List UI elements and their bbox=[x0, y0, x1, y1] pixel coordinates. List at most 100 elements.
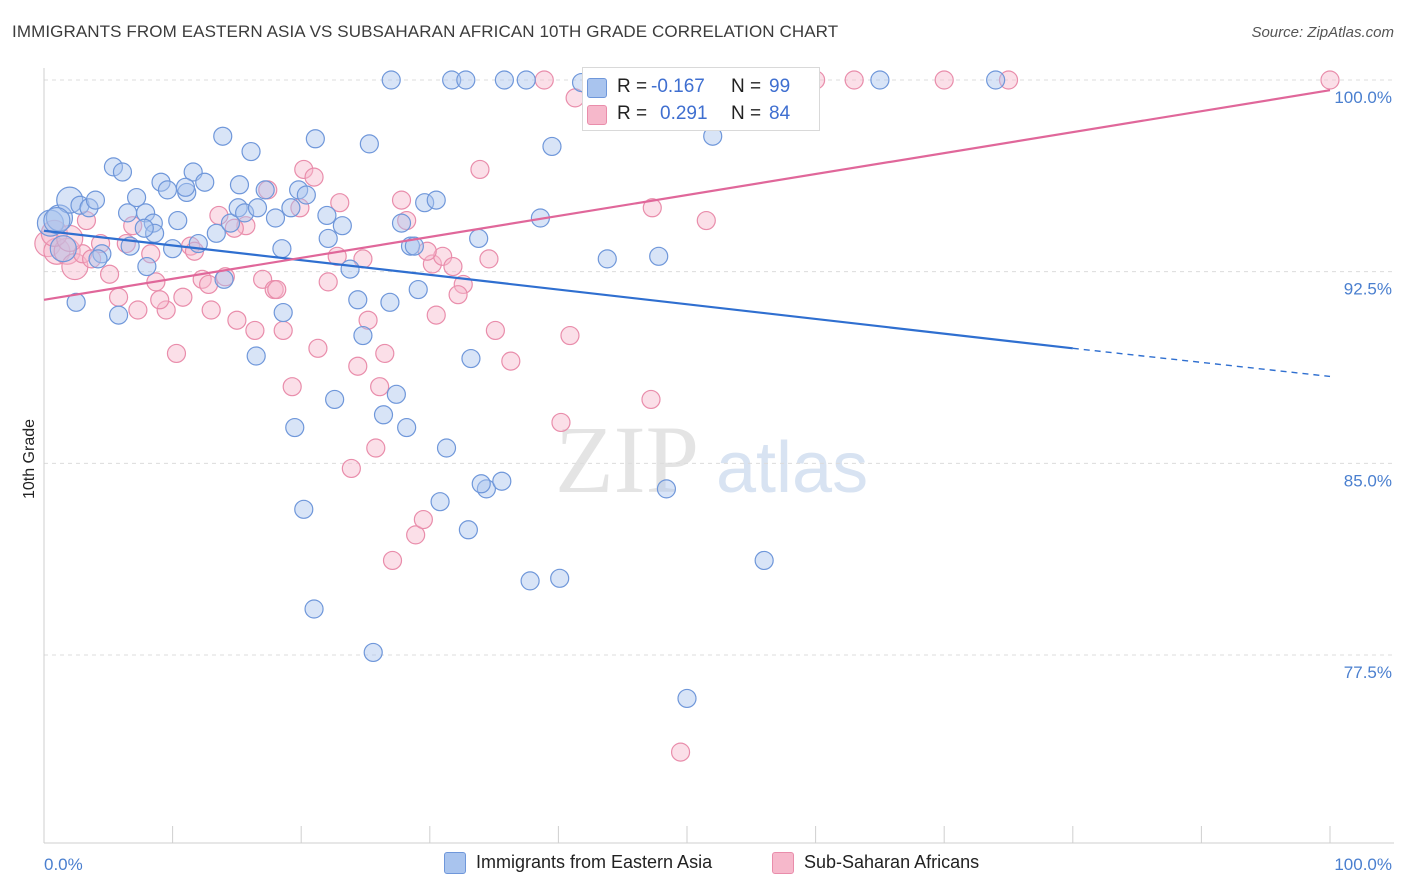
data-point-eastern-asia bbox=[265, 208, 286, 228]
data-point-eastern-asia bbox=[340, 259, 360, 279]
data-point-eastern-asia bbox=[103, 157, 124, 177]
x-tick-label: 0.0% bbox=[44, 855, 83, 874]
data-point-eastern-asia bbox=[143, 213, 163, 233]
data-point-sub-saharan bbox=[150, 290, 170, 310]
data-point-eastern-asia bbox=[476, 479, 496, 499]
data-point-sub-saharan bbox=[267, 279, 287, 300]
data-point-eastern-asia bbox=[235, 203, 255, 223]
data-point-eastern-asia bbox=[112, 162, 133, 182]
data-point-eastern-asia bbox=[168, 210, 188, 231]
data-point-eastern-asia bbox=[404, 236, 424, 256]
data-point-sub-saharan bbox=[341, 458, 361, 479]
data-point-eastern-asia bbox=[49, 235, 77, 263]
data-point-sub-saharan bbox=[534, 70, 554, 90]
data-point-eastern-asia bbox=[436, 438, 457, 458]
data-point-eastern-asia bbox=[88, 249, 108, 269]
series-immigrants-eastern-asia bbox=[36, 70, 1006, 709]
data-point-eastern-asia bbox=[430, 492, 450, 512]
data-point-eastern-asia bbox=[137, 256, 157, 277]
data-point-eastern-asia bbox=[348, 290, 368, 310]
data-point-sub-saharan bbox=[470, 159, 490, 180]
data-point-eastern-asia bbox=[134, 218, 154, 238]
watermark-zip: ZIP bbox=[555, 406, 699, 513]
data-point-eastern-asia bbox=[986, 70, 1006, 90]
data-point-eastern-asia bbox=[273, 302, 293, 323]
data-point-sub-saharan bbox=[560, 325, 580, 346]
data-point-eastern-asia bbox=[85, 190, 106, 210]
data-point-sub-saharan bbox=[696, 210, 716, 231]
data-point-sub-saharan bbox=[433, 246, 453, 266]
data-point-eastern-asia bbox=[318, 228, 338, 249]
data-point-eastern-asia bbox=[296, 185, 316, 205]
data-point-sub-saharan bbox=[156, 300, 176, 320]
data-point-eastern-asia bbox=[542, 136, 562, 157]
data-point-eastern-asia bbox=[43, 206, 71, 235]
data-point-sub-saharan bbox=[485, 320, 505, 341]
data-point-eastern-asia bbox=[247, 198, 268, 218]
x-tick-labels: 0.0% 100.0% bbox=[44, 855, 1392, 874]
data-point-sub-saharan bbox=[448, 285, 468, 305]
correlation-legend: R = -0.167 N = 99 R = 0.291 N = 84 bbox=[582, 67, 820, 131]
data-point-sub-saharan bbox=[224, 218, 244, 238]
data-point-eastern-asia bbox=[175, 177, 196, 197]
trend-lines bbox=[43, 89, 1331, 378]
data-point-eastern-asia bbox=[380, 292, 400, 312]
data-point-sub-saharan bbox=[642, 198, 662, 218]
data-point-eastern-asia bbox=[649, 246, 669, 266]
data-point-eastern-asia bbox=[408, 279, 428, 300]
legend-n-label: N = bbox=[731, 76, 762, 97]
data-point-eastern-asia bbox=[656, 479, 677, 499]
data-point-eastern-asia bbox=[294, 499, 314, 519]
data-point-eastern-asia bbox=[471, 474, 491, 494]
y-tick-label: 100.0% bbox=[1334, 88, 1392, 107]
data-point-eastern-asia bbox=[157, 180, 178, 200]
data-point-sub-saharan bbox=[426, 305, 446, 325]
data-point-sub-saharan bbox=[199, 274, 219, 295]
data-point-eastern-asia bbox=[373, 405, 394, 425]
y-axis-label: 10th Grade bbox=[21, 419, 38, 499]
data-point-sub-saharan bbox=[173, 287, 193, 307]
data-point-sub-saharan bbox=[273, 320, 293, 341]
data-point-eastern-asia bbox=[229, 175, 250, 195]
data-point-sub-saharan bbox=[141, 244, 161, 264]
data-point-eastern-asia bbox=[213, 126, 233, 146]
data-point-eastern-asia bbox=[386, 384, 406, 404]
data-point-eastern-asia bbox=[325, 389, 345, 410]
y-tick-label: 85.0% bbox=[1344, 471, 1392, 490]
data-point-eastern-asia bbox=[285, 417, 305, 438]
data-point-sub-saharan bbox=[382, 550, 403, 571]
trend-line-eastern-asia bbox=[43, 229, 1073, 350]
data-point-eastern-asia bbox=[870, 70, 890, 90]
legend-n-value: 84 bbox=[769, 103, 791, 124]
trend-line-sub-saharan bbox=[43, 89, 1331, 301]
legend-r-value: -0.167 bbox=[651, 76, 705, 97]
data-point-sub-saharan bbox=[308, 338, 328, 358]
data-point-sub-saharan bbox=[422, 254, 442, 274]
data-point-eastern-asia bbox=[56, 186, 84, 214]
data-point-eastern-asia bbox=[108, 305, 129, 325]
data-point-sub-saharan bbox=[366, 438, 386, 458]
data-point-sub-saharan bbox=[330, 193, 350, 213]
data-point-sub-saharan bbox=[844, 70, 864, 90]
data-point-sub-saharan bbox=[245, 320, 265, 341]
data-point-eastern-asia bbox=[516, 70, 536, 90]
data-point-eastern-asia bbox=[469, 228, 489, 249]
data-point-eastern-asia bbox=[151, 172, 171, 192]
grid-lines bbox=[44, 79, 1394, 656]
data-point-sub-saharan bbox=[391, 190, 412, 210]
data-point-sub-saharan bbox=[413, 509, 433, 530]
data-point-sub-saharan bbox=[227, 310, 247, 330]
bottom-legend-label: Sub-Saharan Africans bbox=[804, 852, 980, 872]
axes bbox=[43, 68, 1394, 844]
data-point-eastern-asia bbox=[458, 520, 478, 540]
data-point-eastern-asia bbox=[494, 70, 514, 90]
data-point-eastern-asia bbox=[66, 292, 86, 312]
data-point-sub-saharan bbox=[358, 310, 378, 330]
data-point-sub-saharan bbox=[641, 389, 661, 410]
data-point-eastern-asia bbox=[206, 223, 226, 243]
data-point-eastern-asia bbox=[442, 70, 462, 90]
data-point-sub-saharan bbox=[370, 377, 390, 397]
data-point-eastern-asia bbox=[281, 198, 301, 218]
data-point-eastern-asia bbox=[304, 599, 324, 619]
